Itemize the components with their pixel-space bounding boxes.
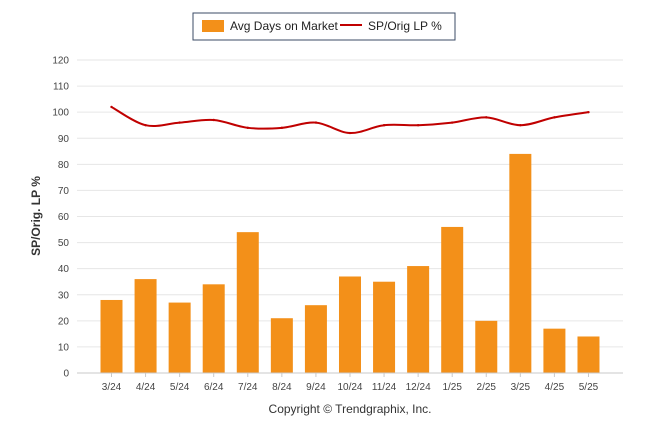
x-tick-label: 3/24 (102, 382, 122, 393)
bar (509, 153, 532, 373)
y-tick-label: 80 (58, 160, 70, 171)
legend-label-line: SP/Orig LP % (368, 19, 442, 33)
x-tick-label: 6/24 (204, 382, 224, 393)
y-tick-label: 90 (58, 134, 70, 145)
bar (168, 302, 191, 373)
bar (304, 305, 327, 373)
line-point (416, 124, 420, 127)
bar (441, 226, 464, 373)
bar (543, 328, 566, 373)
line-point (485, 116, 488, 119)
legend: Avg Days on Market SP/Orig LP % (192, 12, 456, 41)
bar (202, 284, 225, 373)
bar (100, 299, 123, 373)
y-axis-ticks: 0 10 20 30 40 50 60 70 80 90 100 110 120 (52, 56, 69, 380)
y-tick-label: 120 (52, 56, 69, 67)
legend-box (192, 12, 456, 41)
bar (373, 281, 396, 373)
x-tick-label: 4/24 (136, 382, 156, 393)
line-point (110, 105, 113, 109)
copyright-text: Copyright © Trendgraphix, Inc. (269, 402, 432, 416)
line-point (348, 131, 352, 135)
y-tick-label: 100 (52, 108, 69, 119)
x-tick-label: 10/24 (337, 382, 362, 393)
line-point (178, 121, 181, 124)
line-point (553, 116, 556, 119)
bar (236, 232, 259, 373)
line-point (451, 121, 454, 124)
x-tick-label: 7/24 (238, 382, 258, 393)
y-tick-label: 40 (58, 264, 70, 275)
bar (270, 318, 293, 373)
line-series (110, 105, 590, 135)
y-tick-label: 50 (58, 238, 70, 249)
series-line (111, 106, 589, 135)
x-tick-label: 9/24 (306, 382, 326, 393)
x-tick-label: 3/25 (511, 382, 531, 393)
x-tick-label: 5/24 (170, 382, 190, 393)
x-tick-label: 8/24 (272, 382, 292, 393)
grid-lines (77, 59, 623, 348)
y-tick-label: 20 (58, 316, 70, 327)
legend-label-bar: Avg Days on Market (230, 19, 338, 33)
bar (407, 266, 430, 373)
y-tick-label: 0 (63, 369, 69, 380)
x-tick-label: 11/24 (372, 382, 397, 393)
x-tick-label: 12/24 (406, 382, 431, 393)
x-tick-label: 2/25 (477, 382, 497, 393)
bar (577, 336, 600, 373)
line-point (519, 124, 522, 127)
line-point (314, 121, 318, 124)
bar-series (100, 153, 600, 373)
line-point (280, 126, 284, 130)
bar (475, 320, 498, 373)
line-point (587, 110, 590, 114)
y-axis-label: SP/Orig. LP % (29, 176, 43, 256)
x-axis-ticks: 3/24 4/24 5/24 6/24 7/24 8/24 9/24 10/24 11/24 12… (102, 373, 599, 393)
y-tick-label: 60 (58, 212, 70, 223)
y-tick-label: 70 (58, 186, 70, 197)
y-tick-label: 10 (58, 342, 70, 353)
x-tick-label: 4/25 (545, 382, 565, 393)
line-point (246, 126, 249, 130)
line-point (212, 118, 215, 122)
y-tick-label: 110 (53, 82, 69, 93)
legend-swatch-bar (202, 20, 224, 32)
x-tick-label: 5/25 (579, 382, 599, 393)
line-point (144, 124, 147, 127)
line-point (382, 124, 386, 127)
bar (134, 279, 157, 373)
x-tick-label: 1/25 (442, 382, 462, 393)
y-tick-label: 30 (58, 290, 70, 301)
bar (338, 276, 361, 373)
